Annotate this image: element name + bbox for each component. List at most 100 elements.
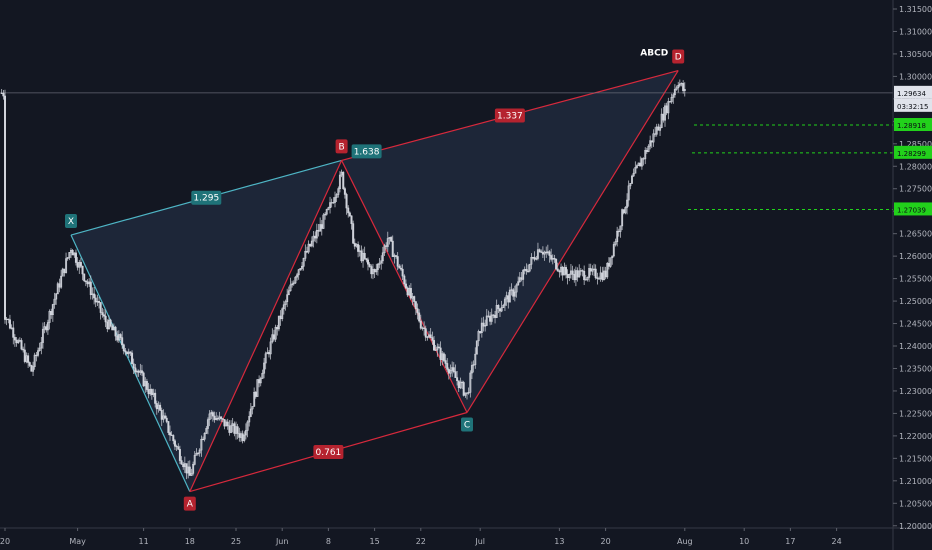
candle-body [490,314,493,322]
target-level-tag [894,202,932,216]
candle-body [337,188,340,195]
candle-body [195,452,198,456]
candle-body [248,416,251,423]
candle-body [649,140,652,147]
current-price-value: 1.29634 [897,90,926,98]
candle-body [522,270,525,280]
candle-body [348,212,351,217]
candle-body [619,225,622,232]
candle-body [512,289,515,297]
candle-body [20,340,23,350]
candle-body [588,268,591,278]
candle-body [221,418,224,420]
candle-body [492,314,495,316]
candle-body [573,274,576,281]
candle-body [429,334,432,338]
candle-body [86,281,89,285]
candle-body [213,415,216,420]
candle-body [596,277,599,279]
candle-body [413,296,416,302]
candle-body [426,336,429,338]
candle-body [452,367,455,372]
candle-body [216,418,219,420]
candle-body [193,455,196,465]
candle-body [507,295,510,303]
candle-body [83,273,86,282]
ratio-label: 1.337 [497,111,523,121]
candle-body [660,113,663,128]
candle-body [538,249,541,253]
candle-body [68,252,71,258]
candle-body [122,344,125,352]
target-level-value: 1.28299 [897,150,926,158]
candle-body [416,308,419,314]
candle-body [484,325,487,327]
point-label-b: B [339,142,345,152]
candle-body [395,255,398,257]
candle-body [373,269,376,273]
candle-body [418,312,421,322]
candle-body [238,433,241,438]
candle-body [470,365,473,374]
candle-body [432,340,435,351]
candle-body [292,282,295,285]
candle-body [137,370,140,373]
point-label-box [335,139,348,154]
candle-body [48,311,51,323]
candle-body [8,319,11,329]
candle-body [536,249,539,259]
candle-body [41,328,44,343]
candle-body [446,363,449,370]
ratio-label-box [351,144,382,159]
candle-body [40,342,43,349]
candle-body [363,253,366,259]
candle-body [343,188,346,195]
candle-body [332,202,335,204]
candle-body [347,207,350,214]
candle-body [436,346,439,351]
candle-body [561,266,564,276]
candle-body [597,278,600,280]
candle-body [66,257,69,260]
y-tick-label: 1.24000 [899,342,932,351]
candle-body [390,237,393,242]
candle-body [611,255,614,259]
candle-body [263,362,266,374]
candle-body [22,348,25,351]
candle-body [169,432,172,436]
y-tick-label: 1.22500 [899,409,932,418]
candle-body [434,349,437,351]
candle-body [30,365,33,372]
candle-body [414,301,417,310]
candle-series [0,79,686,480]
candle-body [482,322,485,327]
candle-body [650,140,653,143]
candle-body [555,258,558,270]
candle-body [383,245,386,254]
candle-body [322,214,325,229]
candle-body [673,89,676,96]
candle-body [654,133,657,135]
candle-body [568,273,571,279]
candle-body [564,267,567,275]
candle-body [119,334,122,338]
candle-body [282,304,285,310]
ratio-label-box [191,190,222,205]
candle-body [594,268,597,279]
candle-body [378,262,381,265]
candle-body [461,381,464,384]
candle-body [253,391,256,407]
y-tick-label: 1.26000 [899,252,932,261]
candle-body [23,349,26,362]
current-price-tag [894,85,932,99]
candle-body [287,290,290,296]
candle-body [444,360,447,364]
x-tick-label: 22 [416,537,426,546]
candle-body [431,337,434,341]
candle-body [586,277,589,280]
candle-body [593,268,596,270]
candle-body [33,354,36,367]
candle-body [315,229,318,239]
candle-body [548,251,551,256]
candle-body [160,410,163,420]
